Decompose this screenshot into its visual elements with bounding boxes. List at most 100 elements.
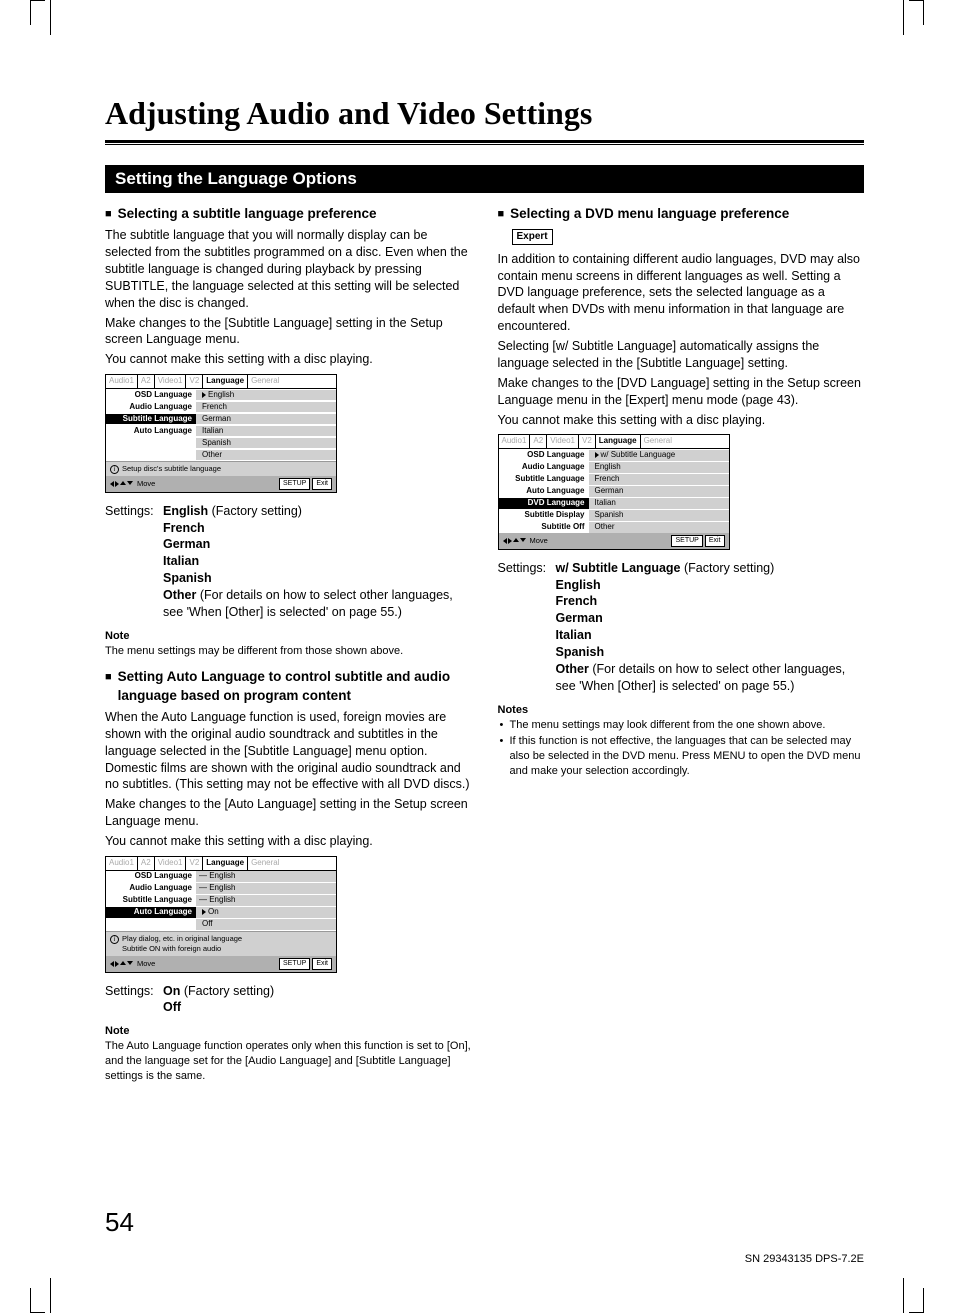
body-text: Selecting [w/ Subtitle Language] automat… xyxy=(498,338,865,372)
expert-badge: Expert xyxy=(512,229,553,245)
setting-value: Italian xyxy=(556,627,865,644)
square-icon: ■ xyxy=(498,207,505,222)
menu-row-value: On xyxy=(196,907,336,918)
menu-tab: Audio1 xyxy=(106,857,138,870)
body-text: When the Auto Language function is used,… xyxy=(105,709,472,793)
menu-tab: A2 xyxy=(530,435,547,448)
menu-row-value: French xyxy=(589,474,729,485)
menu-footer: MoveSETUPExit xyxy=(106,956,336,971)
square-icon: ■ xyxy=(105,207,112,222)
menu-row-label: Audio Language xyxy=(106,402,196,413)
menu-row-value: German xyxy=(196,414,336,425)
right-column: ■ Selecting a DVD menu language preferen… xyxy=(498,205,865,1094)
menu-row-value: English xyxy=(196,390,336,401)
menu-tab: Audio1 xyxy=(499,435,531,448)
menu-row-label: OSD Language xyxy=(499,450,589,461)
settings-values: w/ Subtitle Language (Factory setting)En… xyxy=(556,560,865,695)
setting-value: German xyxy=(163,536,472,553)
body-text: You cannot make this setting with a disc… xyxy=(498,412,865,429)
menu-tab: Language xyxy=(203,857,248,870)
menu-row-value: German xyxy=(589,486,729,497)
settings-values: On (Factory setting)Off xyxy=(163,983,472,1017)
notes-label: Notes xyxy=(498,703,865,718)
setting-value: Italian xyxy=(163,553,472,570)
menu-row-label: Audio Language xyxy=(106,883,196,894)
setting-value: Spanish xyxy=(163,570,472,587)
note-text: The Auto Language function operates only… xyxy=(105,1039,472,1084)
settings-label: Settings: xyxy=(105,503,163,621)
setting-value: English xyxy=(556,577,865,594)
columns: ■ Selecting a subtitle language preferen… xyxy=(105,205,864,1094)
setting-value: w/ Subtitle Language (Factory setting) xyxy=(556,560,865,577)
menu-footer: MoveSETUPExit xyxy=(106,476,336,491)
menu-row-label: Subtitle Language xyxy=(106,895,196,906)
menu-footer: MoveSETUPExit xyxy=(499,533,729,548)
menu-row-value: — English xyxy=(196,895,336,906)
settings-label: Settings: xyxy=(498,560,556,695)
menu-tab: V2 xyxy=(186,375,203,388)
menu-row-label: Audio Language xyxy=(499,462,589,473)
menu-tab: Video1 xyxy=(155,857,187,870)
setting-value: Other (For details on how to select othe… xyxy=(163,587,472,621)
menu-tab: A2 xyxy=(138,857,155,870)
menu-row-value: Italian xyxy=(589,498,729,509)
subheading-auto-lang: ■ Setting Auto Language to control subti… xyxy=(105,668,472,704)
square-icon: ■ xyxy=(105,670,112,685)
note-item: If this function is not effective, the l… xyxy=(510,734,865,779)
left-column: ■ Selecting a subtitle language preferen… xyxy=(105,205,472,1094)
menu-helper: iSetup disc's subtitle language xyxy=(106,461,336,476)
menu-row-value: — English xyxy=(196,883,336,894)
menu-graphic-3: Audio1A2Video1V2LanguageGeneralOSD Langu… xyxy=(498,434,730,549)
note-text: The menu settings may be different from … xyxy=(105,644,472,659)
menu-row-value: Other xyxy=(589,522,729,533)
notes-list: The menu settings may look different fro… xyxy=(498,718,865,779)
subheading-subtitle-lang: ■ Selecting a subtitle language preferen… xyxy=(105,205,472,223)
menu-row-label: Subtitle Display xyxy=(499,510,589,521)
setting-value: Spanish xyxy=(556,644,865,661)
body-text: Make changes to the [DVD Language] setti… xyxy=(498,375,865,409)
body-text: In addition to containing different audi… xyxy=(498,251,865,335)
menu-row-value: w/ Subtitle Language xyxy=(589,450,729,461)
page-title: Adjusting Audio and Video Settings xyxy=(105,95,864,132)
note-item: The menu settings may look different fro… xyxy=(510,718,865,733)
settings-values: English (Factory setting)FrenchGermanIta… xyxy=(163,503,472,621)
menu-row-value: French xyxy=(196,402,336,413)
setting-value: French xyxy=(556,593,865,610)
menu-helper: iPlay dialog, etc. in original languageS… xyxy=(106,931,336,956)
subheading-dvd-menu-lang: ■ Selecting a DVD menu language preferen… xyxy=(498,205,865,223)
menu-row-value: Other xyxy=(196,450,336,461)
section-bar: Setting the Language Options xyxy=(105,165,864,193)
menu-tab: Video1 xyxy=(155,375,187,388)
menu-tab: V2 xyxy=(579,435,596,448)
menu-row-label: OSD Language xyxy=(106,871,196,882)
menu-row-value: English xyxy=(589,462,729,473)
page-content: Adjusting Audio and Video Settings Setti… xyxy=(0,0,954,1154)
settings-block: Settings: w/ Subtitle Language (Factory … xyxy=(498,560,865,695)
menu-row-label: Subtitle Language xyxy=(106,414,196,425)
menu-row-label: OSD Language xyxy=(106,390,196,401)
setting-value: English (Factory setting) xyxy=(163,503,472,520)
menu-graphic-1: Audio1A2Video1V2LanguageGeneralOSD Langu… xyxy=(105,374,337,492)
setting-value: Other (For details on how to select othe… xyxy=(556,661,865,695)
menu-row-label: Auto Language xyxy=(106,426,196,437)
body-text: You cannot make this setting with a disc… xyxy=(105,833,472,850)
menu-tab: Language xyxy=(203,375,248,388)
note-label: Note xyxy=(105,629,472,644)
title-rule xyxy=(105,140,864,145)
menu-row-label: Auto Language xyxy=(106,907,196,918)
menu-row-label: DVD Language xyxy=(499,498,589,509)
body-text: You cannot make this setting with a disc… xyxy=(105,351,472,368)
setting-value: French xyxy=(163,520,472,537)
note-label: Note xyxy=(105,1024,472,1039)
menu-row-label: Subtitle Off xyxy=(499,522,589,533)
footer-code: SN 29343135 DPS-7.2E xyxy=(745,1253,864,1265)
menu-row-label: Subtitle Language xyxy=(499,474,589,485)
body-text: Make changes to the [Auto Language] sett… xyxy=(105,796,472,830)
menu-tab: General xyxy=(248,375,282,388)
menu-tab: Audio1 xyxy=(106,375,138,388)
menu-graphic-2: Audio1A2Video1V2LanguageGeneralOSD Langu… xyxy=(105,856,337,973)
menu-tab: Language xyxy=(596,435,641,448)
menu-row-value: Spanish xyxy=(196,438,336,449)
body-text: Make changes to the [Subtitle Language] … xyxy=(105,315,472,349)
menu-tab: V2 xyxy=(186,857,203,870)
